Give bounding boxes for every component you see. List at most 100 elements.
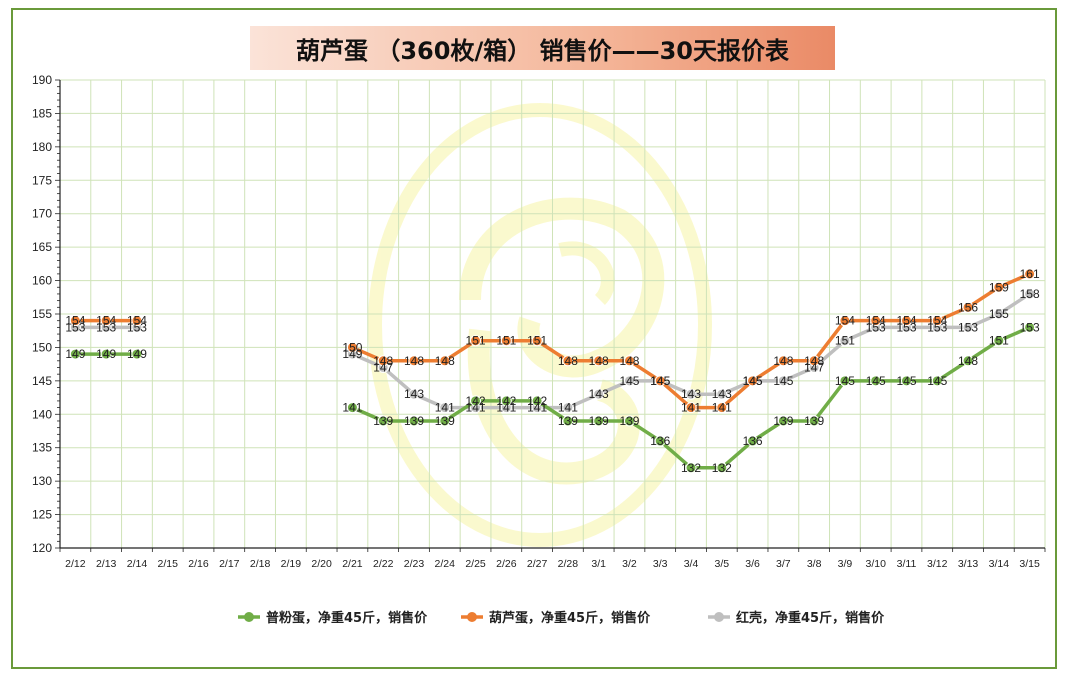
data-label: 145 <box>927 374 947 388</box>
data-point <box>747 435 759 447</box>
data-point <box>408 415 420 427</box>
x-tick-label: 3/2 <box>622 558 637 570</box>
data-label: 153 <box>1020 320 1040 334</box>
data-label: 139 <box>558 414 578 428</box>
x-tick-label: 2/20 <box>311 558 332 570</box>
legend-swatch-marker <box>714 612 724 622</box>
data-point <box>777 415 789 427</box>
data-point <box>716 402 728 414</box>
data-point <box>593 355 605 367</box>
data-label: 139 <box>773 414 793 428</box>
series-1 <box>69 268 1036 414</box>
data-label: 141 <box>558 401 578 415</box>
data-label: 139 <box>373 414 393 428</box>
data-label: 154 <box>96 314 116 328</box>
data-label: 155 <box>989 307 1009 321</box>
x-tick-label: 2/15 <box>158 558 179 570</box>
data-point <box>408 388 420 400</box>
x-tick-label: 2/19 <box>281 558 302 570</box>
series-0 <box>69 321 1036 474</box>
data-label: 143 <box>681 387 701 401</box>
data-point <box>377 355 389 367</box>
x-tick-label: 3/5 <box>714 558 729 570</box>
chart-frame <box>11 8 1057 669</box>
data-label: 151 <box>989 334 1009 348</box>
data-label: 149 <box>342 347 362 361</box>
data-point <box>377 415 389 427</box>
x-tick-label: 3/3 <box>653 558 668 570</box>
data-point <box>931 315 943 327</box>
y-tick-label: 145 <box>32 374 52 388</box>
data-point <box>1024 321 1036 333</box>
data-point <box>685 462 697 474</box>
data-label: 147 <box>804 360 824 374</box>
x-tick-label: 2/26 <box>496 558 517 570</box>
data-point <box>839 375 851 387</box>
x-tick-label: 2/18 <box>250 558 271 570</box>
data-label: 145 <box>866 374 886 388</box>
data-point <box>962 301 974 313</box>
data-point <box>900 375 912 387</box>
data-label: 143 <box>589 387 609 401</box>
data-label: 139 <box>804 414 824 428</box>
data-label: 139 <box>619 414 639 428</box>
data-label: 148 <box>773 354 793 368</box>
data-point <box>839 315 851 327</box>
x-tick-label: 2/12 <box>65 558 86 570</box>
data-label: 153 <box>866 320 886 334</box>
x-tick-label: 2/25 <box>465 558 486 570</box>
data-point <box>993 308 1005 320</box>
data-label: 148 <box>619 354 639 368</box>
data-point <box>470 335 482 347</box>
x-tick-label: 2/22 <box>373 558 394 570</box>
egg-logo-watermark <box>368 103 712 547</box>
y-tick-label: 160 <box>32 274 52 288</box>
data-label: 132 <box>712 461 732 475</box>
data-point <box>870 375 882 387</box>
x-tick-label: 3/15 <box>1019 558 1040 570</box>
legend-label: 普粉蛋，净重45斤，销售价 <box>266 610 428 626</box>
data-label: 153 <box>127 320 147 334</box>
data-label: 153 <box>96 320 116 334</box>
y-tick-label: 155 <box>32 307 52 321</box>
data-label: 148 <box>589 354 609 368</box>
x-tick-label: 2/24 <box>435 558 456 570</box>
x-tick-label: 3/4 <box>684 558 699 570</box>
chart-title: 葫芦蛋 （360枚/箱） 销售价——30天报价表 <box>296 36 789 65</box>
y-tick-label: 135 <box>32 441 52 455</box>
data-label: 136 <box>743 434 763 448</box>
grid-lines <box>59 79 1046 549</box>
data-label: 139 <box>589 414 609 428</box>
legend-label: 葫芦蛋，净重45斤，销售价 <box>489 610 651 626</box>
data-point <box>1024 268 1036 280</box>
data-label: 141 <box>527 401 547 415</box>
data-point <box>131 348 143 360</box>
x-tick-label: 2/14 <box>127 558 148 570</box>
data-point <box>531 395 543 407</box>
data-point <box>962 321 974 333</box>
data-label: 148 <box>558 354 578 368</box>
data-label: 150 <box>342 340 362 354</box>
data-point <box>654 435 666 447</box>
data-label: 153 <box>65 320 85 334</box>
data-label: 154 <box>927 314 947 328</box>
data-point <box>593 388 605 400</box>
data-point <box>654 375 666 387</box>
data-point <box>716 462 728 474</box>
x-tick-label: 3/8 <box>807 558 822 570</box>
data-label: 154 <box>896 314 916 328</box>
data-point <box>439 402 451 414</box>
y-tick-label: 120 <box>32 541 52 555</box>
data-label: 158 <box>1020 287 1040 301</box>
data-point <box>500 335 512 347</box>
data-label: 145 <box>619 374 639 388</box>
data-label: 159 <box>989 280 1009 294</box>
data-point <box>439 415 451 427</box>
data-point <box>839 335 851 347</box>
y-tick-label: 180 <box>32 140 52 154</box>
data-label: 141 <box>435 401 455 415</box>
data-label: 145 <box>896 374 916 388</box>
y-tick-label: 125 <box>32 508 52 522</box>
data-label: 139 <box>404 414 424 428</box>
